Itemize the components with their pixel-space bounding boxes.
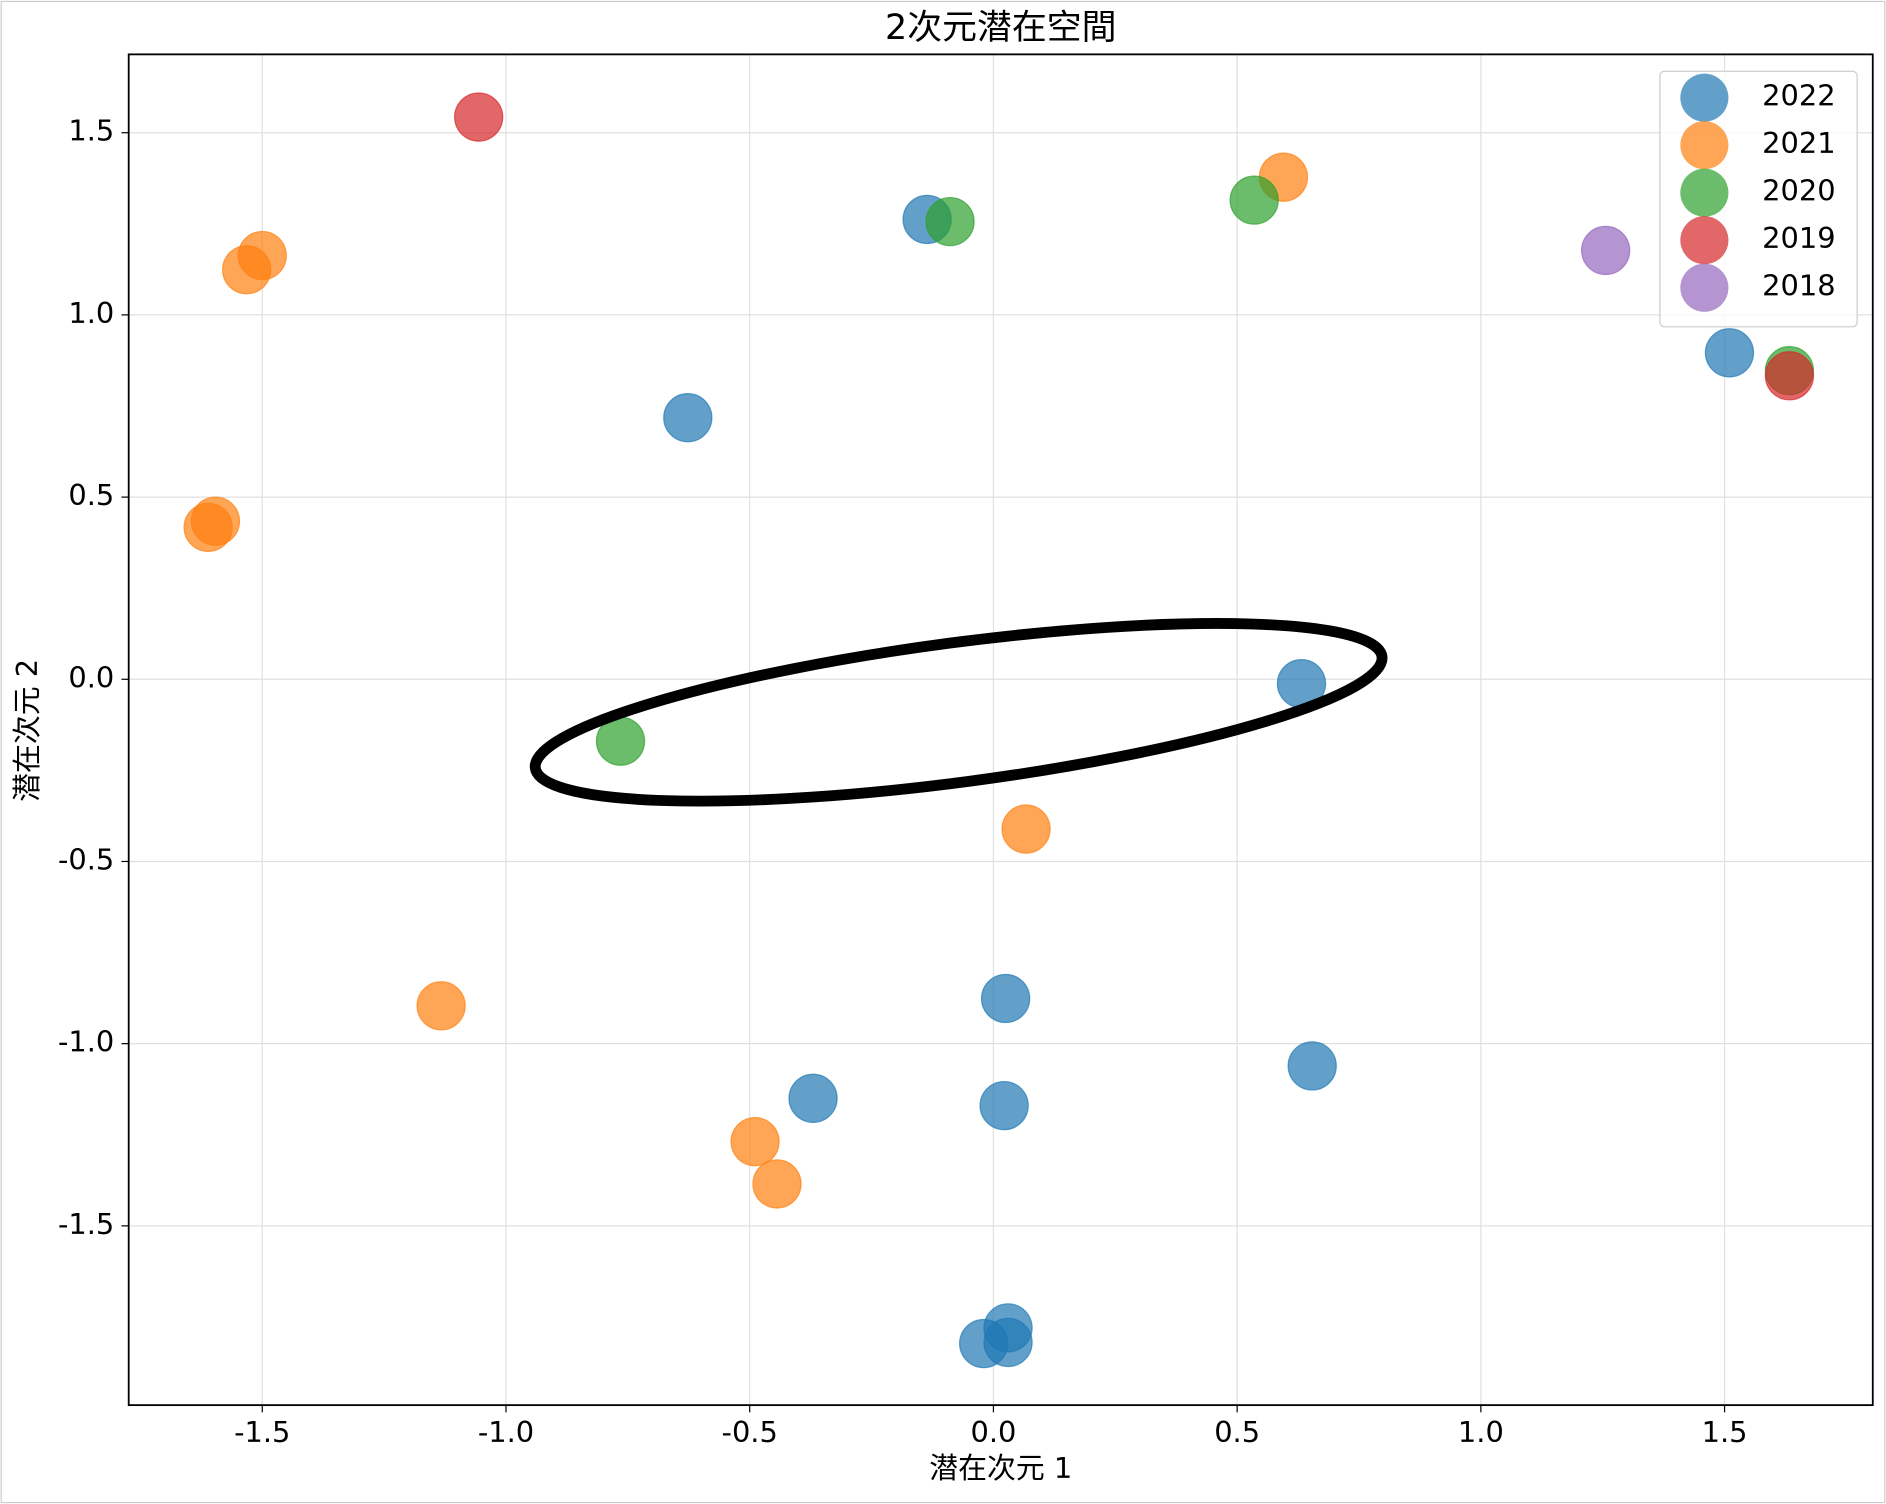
point — [979, 1080, 1029, 1131]
legend-marker — [1680, 73, 1729, 122]
legend-marker — [1680, 121, 1729, 170]
legend-label: 2019 — [1762, 221, 1835, 255]
point — [663, 393, 713, 443]
point — [980, 973, 1031, 1024]
point — [983, 1317, 1033, 1368]
y-axis-label: 潜在次元 2 — [10, 659, 44, 802]
y-tick-label: 0.0 — [68, 660, 114, 694]
x-tick-label: 0.5 — [1214, 1415, 1260, 1449]
point — [1764, 351, 1815, 401]
x-tick-label: -0.5 — [722, 1415, 778, 1449]
y-tick-label: 1.5 — [68, 114, 114, 148]
x-tick-label: 1.0 — [1458, 1415, 1504, 1449]
plot-frame — [127, 53, 1874, 1407]
point — [1580, 225, 1631, 276]
legend-marker — [1680, 216, 1729, 265]
point — [454, 92, 504, 142]
legend-label: 2022 — [1762, 79, 1835, 113]
legend-marker — [1680, 263, 1729, 312]
grid — [128, 54, 1873, 1406]
point — [222, 245, 272, 295]
y-tick-label: 1.0 — [68, 296, 114, 330]
point — [752, 1159, 802, 1209]
points — [183, 92, 1815, 1369]
x-axis-label: 潜在次元 1 — [929, 1451, 1072, 1485]
x-tick-label: 0.0 — [970, 1415, 1016, 1449]
point — [416, 981, 466, 1031]
x-tick-label: -1.5 — [234, 1415, 290, 1449]
point — [183, 502, 233, 552]
x-tick-label: 1.5 — [1702, 1415, 1748, 1449]
y-tick-label: -1.5 — [58, 1207, 114, 1241]
y-tick-label: 0.5 — [68, 478, 114, 512]
point — [1287, 1041, 1337, 1091]
point — [1229, 175, 1279, 225]
legend-label: 2018 — [1762, 269, 1835, 303]
chart-title: 2次元潜在空間 — [885, 8, 1116, 48]
point — [788, 1073, 838, 1123]
highlight-ellipse — [529, 618, 1388, 807]
legend-label: 2021 — [1762, 126, 1835, 160]
legend-marker — [1680, 168, 1729, 217]
legend: 2022 2021 2020 2019 2018 — [1659, 70, 1858, 328]
y-tick-label: -0.5 — [58, 842, 114, 876]
point — [925, 196, 975, 247]
y-tick-label: -1.0 — [58, 1025, 114, 1059]
point — [1704, 328, 1755, 378]
point — [1001, 804, 1051, 854]
legend-label: 2020 — [1762, 174, 1835, 208]
point — [730, 1117, 780, 1167]
x-tick-label: -1.0 — [478, 1415, 534, 1449]
